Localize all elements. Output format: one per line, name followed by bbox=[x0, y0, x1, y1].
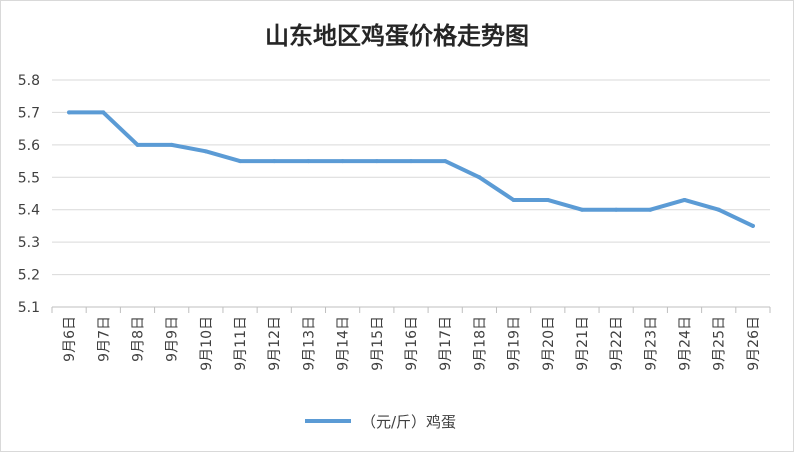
data-point bbox=[579, 207, 584, 212]
data-point bbox=[648, 207, 653, 212]
x-tick-label: 9月24日 bbox=[678, 316, 694, 371]
data-point bbox=[682, 197, 687, 202]
x-tick-label: 9月10日 bbox=[199, 316, 215, 371]
data-point bbox=[101, 110, 106, 115]
y-tick-label: 5.8 bbox=[18, 73, 40, 89]
x-tick-label: 9月6日 bbox=[62, 316, 78, 362]
chart-title: 山东地区鸡蛋价格走势图 bbox=[265, 21, 529, 50]
legend-label: （元/斤）鸡蛋 bbox=[361, 412, 457, 431]
x-tick-label: 9月9日 bbox=[165, 316, 181, 362]
x-tick-label: 9月7日 bbox=[96, 316, 112, 362]
x-axis-tick-labels: 9月6日 9月7日 9月8日 9月9日 9月10日 9月11日 9月12日 9月13日 9月14… bbox=[62, 316, 762, 371]
x-tick-label: 9月18日 bbox=[472, 316, 488, 371]
data-point bbox=[477, 175, 482, 180]
x-tick-label: 9月8日 bbox=[130, 316, 146, 362]
data-point bbox=[750, 223, 755, 228]
y-tick-label: 5.7 bbox=[18, 105, 40, 121]
x-tick-label: 9月13日 bbox=[301, 316, 317, 371]
data-point bbox=[272, 159, 277, 164]
x-tick-label: 9月21日 bbox=[575, 316, 591, 371]
x-tick-label: 9月25日 bbox=[712, 316, 728, 371]
data-point bbox=[545, 197, 550, 202]
data-point bbox=[409, 159, 413, 164]
x-tick-label: 9月11日 bbox=[233, 316, 249, 371]
y-tick-label: 5.3 bbox=[18, 235, 40, 251]
y-tick-label: 5.4 bbox=[18, 203, 40, 219]
x-tick-label: 9月19日 bbox=[507, 316, 523, 371]
data-point bbox=[169, 142, 174, 147]
data-point bbox=[374, 159, 379, 164]
y-axis-tick-labels: 5.1 5.2 5.3 5.4 5.5 5.6 5.7 5.8 bbox=[18, 73, 40, 316]
x-tick-label: 9月20日 bbox=[541, 316, 557, 371]
data-point bbox=[67, 110, 72, 115]
data-point bbox=[306, 159, 311, 164]
legend-swatch bbox=[305, 419, 351, 423]
x-tick-label: 9月14日 bbox=[336, 316, 352, 371]
x-tick-label: 9月17日 bbox=[438, 316, 454, 371]
x-tick-label: 9月15日 bbox=[370, 316, 386, 371]
y-tick-label: 5.5 bbox=[18, 170, 40, 186]
data-point bbox=[716, 207, 721, 212]
data-point bbox=[203, 149, 208, 154]
data-point bbox=[135, 142, 140, 147]
data-point bbox=[340, 159, 345, 164]
x-tick-label: 9月16日 bbox=[404, 316, 420, 371]
data-point bbox=[238, 159, 243, 164]
series-layer bbox=[67, 110, 755, 228]
x-axis bbox=[51, 307, 771, 313]
data-point bbox=[511, 197, 516, 202]
x-tick-label: 9月26日 bbox=[746, 316, 762, 371]
x-tick-label: 9月23日 bbox=[643, 316, 659, 371]
x-tick-label: 9月22日 bbox=[609, 316, 625, 371]
data-point bbox=[443, 159, 448, 164]
y-tick-label: 5.2 bbox=[18, 268, 40, 284]
x-tick-label: 9月12日 bbox=[267, 316, 283, 371]
y-tick-label: 5.1 bbox=[18, 300, 40, 316]
grid-lines bbox=[52, 79, 770, 308]
y-tick-label: 5.6 bbox=[18, 138, 40, 154]
data-point bbox=[614, 207, 619, 212]
legend: （元/斤）鸡蛋 bbox=[305, 410, 456, 432]
